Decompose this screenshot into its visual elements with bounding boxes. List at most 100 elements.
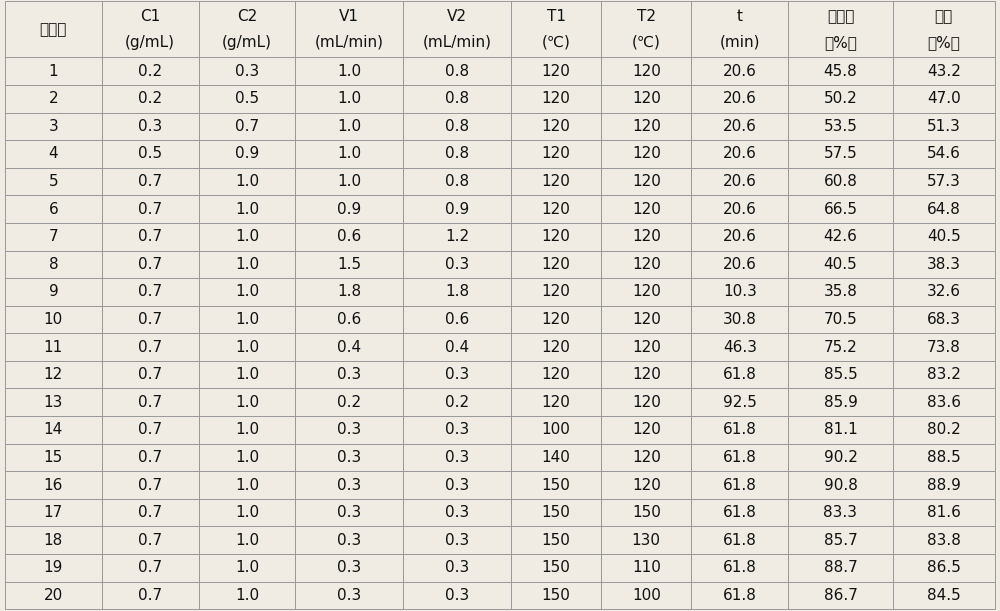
Bar bbox=[511, 527, 601, 554]
Text: 12: 12 bbox=[44, 367, 63, 382]
Bar bbox=[102, 416, 199, 444]
Bar bbox=[893, 554, 995, 582]
Text: 110: 110 bbox=[632, 560, 661, 576]
Bar bbox=[295, 112, 403, 140]
Text: C2: C2 bbox=[237, 9, 257, 24]
Text: 0.3: 0.3 bbox=[445, 450, 469, 465]
Bar bbox=[691, 1, 788, 57]
Bar bbox=[511, 223, 601, 251]
Bar bbox=[102, 223, 199, 251]
Text: 120: 120 bbox=[542, 367, 571, 382]
Text: 0.3: 0.3 bbox=[445, 257, 469, 272]
Text: 17: 17 bbox=[44, 505, 63, 520]
Text: 61.8: 61.8 bbox=[723, 560, 757, 576]
Text: 15: 15 bbox=[44, 450, 63, 465]
Text: （%）: （%） bbox=[927, 35, 960, 49]
Text: (g/mL): (g/mL) bbox=[222, 35, 272, 49]
Bar bbox=[691, 389, 788, 416]
Bar bbox=[403, 416, 511, 444]
Text: T1: T1 bbox=[547, 9, 566, 24]
Bar bbox=[5, 499, 102, 527]
Bar bbox=[199, 1, 295, 57]
Text: 32.6: 32.6 bbox=[927, 285, 961, 299]
Text: 1.0: 1.0 bbox=[235, 560, 259, 576]
Text: 1.0: 1.0 bbox=[235, 312, 259, 327]
Bar bbox=[199, 582, 295, 609]
Text: 0.8: 0.8 bbox=[445, 174, 469, 189]
Bar bbox=[893, 444, 995, 471]
Bar bbox=[5, 582, 102, 609]
Bar bbox=[199, 554, 295, 582]
Bar bbox=[5, 444, 102, 471]
Text: 0.3: 0.3 bbox=[445, 533, 469, 547]
Bar bbox=[511, 334, 601, 361]
Text: 16: 16 bbox=[44, 478, 63, 492]
Text: 61.8: 61.8 bbox=[723, 505, 757, 520]
Text: 6: 6 bbox=[49, 202, 58, 217]
Bar bbox=[788, 306, 893, 334]
Text: 0.3: 0.3 bbox=[445, 588, 469, 603]
Bar bbox=[199, 278, 295, 306]
Text: 0.7: 0.7 bbox=[138, 367, 162, 382]
Bar bbox=[788, 527, 893, 554]
Bar bbox=[511, 57, 601, 85]
Bar bbox=[199, 196, 295, 223]
Bar bbox=[403, 389, 511, 416]
Bar bbox=[893, 85, 995, 112]
Text: 84.5: 84.5 bbox=[927, 588, 961, 603]
Bar bbox=[893, 223, 995, 251]
Bar bbox=[102, 251, 199, 278]
Bar bbox=[5, 57, 102, 85]
Text: 0.2: 0.2 bbox=[138, 64, 162, 79]
Text: 1.0: 1.0 bbox=[235, 257, 259, 272]
Bar bbox=[511, 361, 601, 389]
Bar bbox=[403, 334, 511, 361]
Text: 86.7: 86.7 bbox=[824, 588, 857, 603]
Text: 35.8: 35.8 bbox=[824, 285, 857, 299]
Bar bbox=[691, 223, 788, 251]
Text: 61.8: 61.8 bbox=[723, 588, 757, 603]
Bar bbox=[511, 196, 601, 223]
Text: 81.1: 81.1 bbox=[824, 422, 857, 437]
Bar bbox=[102, 112, 199, 140]
Bar bbox=[5, 251, 102, 278]
Bar bbox=[511, 471, 601, 499]
Text: 0.7: 0.7 bbox=[138, 560, 162, 576]
Text: 0.3: 0.3 bbox=[445, 422, 469, 437]
Bar bbox=[295, 251, 403, 278]
Bar bbox=[601, 389, 691, 416]
Text: 1.0: 1.0 bbox=[337, 64, 361, 79]
Bar bbox=[5, 306, 102, 334]
Text: 0.7: 0.7 bbox=[235, 119, 259, 134]
Bar bbox=[403, 278, 511, 306]
Text: 120: 120 bbox=[542, 312, 571, 327]
Bar bbox=[788, 112, 893, 140]
Text: 0.9: 0.9 bbox=[337, 202, 361, 217]
Text: （%）: （%） bbox=[824, 35, 857, 49]
Text: C1: C1 bbox=[140, 9, 160, 24]
Text: 120: 120 bbox=[632, 229, 661, 244]
Bar bbox=[511, 444, 601, 471]
Text: 0.7: 0.7 bbox=[138, 340, 162, 354]
Text: 47.0: 47.0 bbox=[927, 91, 961, 106]
Bar bbox=[601, 361, 691, 389]
Text: 1.0: 1.0 bbox=[235, 285, 259, 299]
Text: 120: 120 bbox=[632, 450, 661, 465]
Text: 0.3: 0.3 bbox=[337, 450, 361, 465]
Text: 0.3: 0.3 bbox=[337, 478, 361, 492]
Text: 90.2: 90.2 bbox=[824, 450, 857, 465]
Bar bbox=[295, 554, 403, 582]
Bar bbox=[601, 223, 691, 251]
Bar bbox=[788, 140, 893, 168]
Text: 0.3: 0.3 bbox=[445, 560, 469, 576]
Bar bbox=[893, 1, 995, 57]
Text: 120: 120 bbox=[542, 340, 571, 354]
Bar bbox=[691, 416, 788, 444]
Bar bbox=[199, 306, 295, 334]
Text: 9: 9 bbox=[49, 285, 58, 299]
Text: 1.5: 1.5 bbox=[337, 257, 361, 272]
Bar bbox=[601, 1, 691, 57]
Text: 86.5: 86.5 bbox=[927, 560, 961, 576]
Bar bbox=[199, 499, 295, 527]
Bar bbox=[199, 361, 295, 389]
